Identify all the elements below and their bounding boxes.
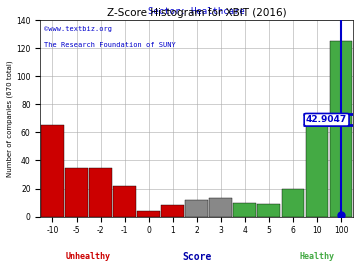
Bar (185, 200, 208, 217)
Bar (137, 211, 160, 217)
Title: Z-Score Histogram for XBIT (2016): Z-Score Histogram for XBIT (2016) (107, 8, 287, 18)
Bar (330, 41, 352, 217)
Bar (41, 125, 64, 217)
Text: Sector: Healthcare: Sector: Healthcare (148, 7, 245, 16)
Text: Healthy: Healthy (300, 252, 334, 261)
Bar (282, 188, 304, 217)
Text: ©www.textbiz.org: ©www.textbiz.org (44, 26, 112, 32)
Bar (89, 167, 112, 217)
Text: The Research Foundation of SUNY: The Research Foundation of SUNY (44, 42, 175, 48)
Text: 42.9047: 42.9047 (306, 115, 347, 124)
Bar (113, 186, 136, 217)
Y-axis label: Number of companies (670 total): Number of companies (670 total) (7, 60, 13, 177)
Bar (233, 202, 256, 217)
Bar (257, 204, 280, 217)
Bar (65, 167, 88, 217)
X-axis label: Score: Score (182, 252, 211, 262)
Text: Unhealthy: Unhealthy (66, 252, 111, 261)
Bar (306, 125, 328, 217)
Bar (210, 198, 232, 217)
Bar (161, 205, 184, 217)
